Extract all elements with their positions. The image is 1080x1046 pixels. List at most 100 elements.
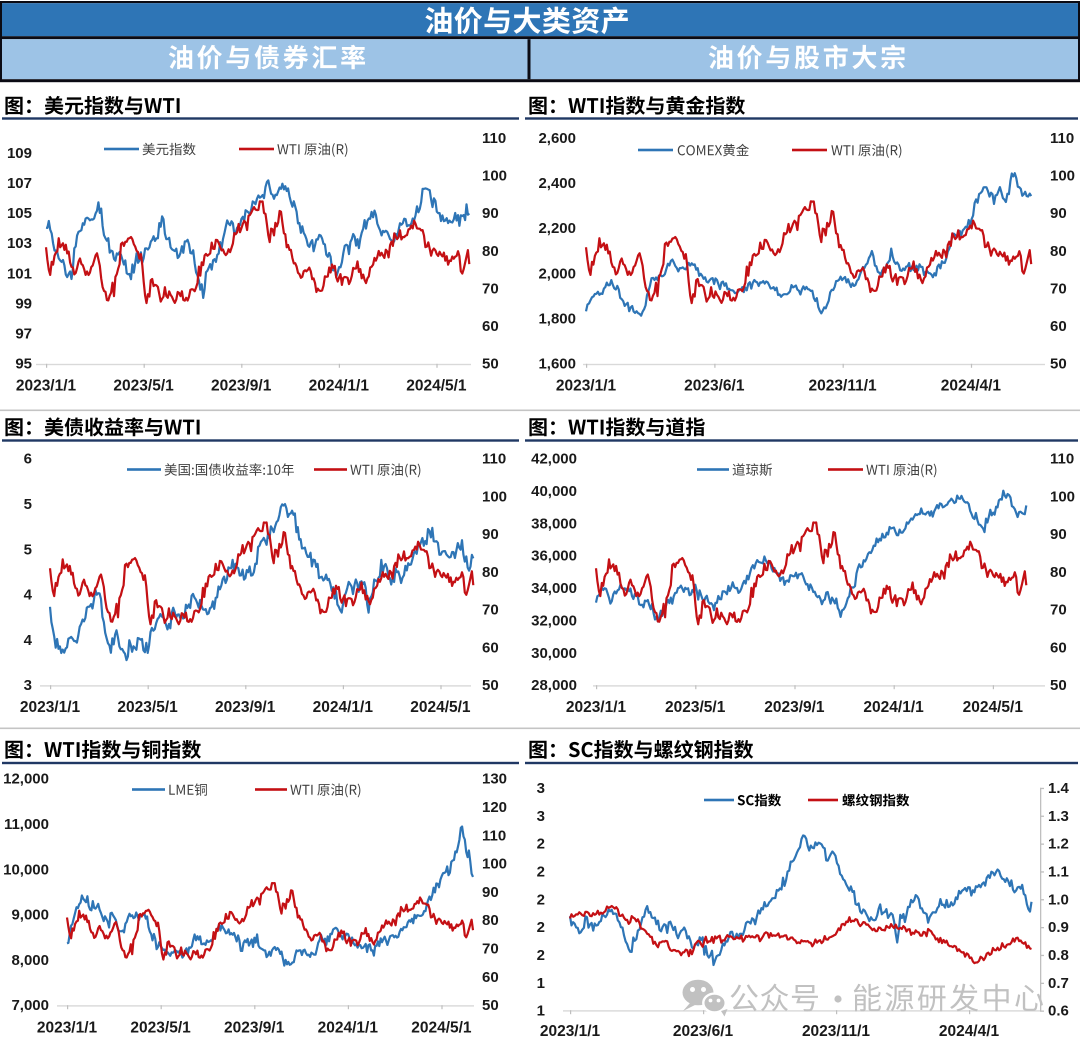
svg-text:1: 1 [537,975,545,992]
svg-text:1.0: 1.0 [1048,891,1069,908]
svg-text:50: 50 [482,356,499,373]
svg-text:2024/1/1: 2024/1/1 [863,699,924,716]
svg-text:2: 2 [537,836,545,853]
svg-text:4: 4 [24,632,33,649]
svg-text:90: 90 [1050,205,1067,222]
svg-text:6: 6 [24,451,32,468]
svg-text:2023/9/1: 2023/9/1 [215,699,276,716]
svg-text:100: 100 [482,167,507,184]
svg-text:80: 80 [1050,564,1067,581]
svg-text:2: 2 [537,864,545,881]
svg-text:90: 90 [1050,526,1067,543]
svg-text:1,800: 1,800 [538,311,576,328]
svg-text:109: 109 [7,145,32,162]
svg-text:2024/5/1: 2024/5/1 [411,1020,472,1037]
svg-text:100: 100 [1050,488,1075,505]
svg-text:0.8: 0.8 [1048,947,1069,964]
svg-text:110: 110 [482,451,506,468]
svg-text:2023/9/1: 2023/9/1 [764,699,825,716]
svg-text:2023/11/1: 2023/11/1 [809,378,877,395]
svg-text:38,000: 38,000 [531,515,577,532]
svg-text:2024/1/1: 2024/1/1 [309,378,370,395]
svg-text:1.4: 1.4 [1048,780,1070,797]
svg-text:2023/5/1: 2023/5/1 [665,699,726,716]
svg-text:2023/1/1: 2023/1/1 [556,378,617,395]
svg-text:107: 107 [7,175,32,192]
svg-text:0.9: 0.9 [1048,919,1069,936]
svg-text:95: 95 [15,356,32,373]
svg-text:60: 60 [482,639,499,656]
svg-text:40,000: 40,000 [531,483,577,500]
svg-text:2023/11/1: 2023/11/1 [802,1023,870,1040]
svg-text:1.3: 1.3 [1048,808,1069,825]
svg-text:70: 70 [482,602,499,619]
svg-text:1: 1 [537,1003,545,1020]
svg-text:1,600: 1,600 [538,356,576,373]
svg-text:60: 60 [482,318,499,335]
svg-text:2024/5/1: 2024/5/1 [410,699,471,716]
svg-text:2024/4/1: 2024/4/1 [941,378,1002,395]
svg-text:2: 2 [537,947,545,964]
svg-text:110: 110 [1050,451,1074,468]
svg-text:60: 60 [482,969,499,986]
svg-text:120: 120 [482,799,507,816]
svg-text:34,000: 34,000 [531,580,577,597]
svg-text:103: 103 [7,235,32,252]
svg-text:2024/5/1: 2024/5/1 [406,378,467,395]
svg-text:32,000: 32,000 [531,612,577,629]
svg-text:2: 2 [537,891,545,908]
svg-text:1.1: 1.1 [1048,864,1069,881]
svg-text:2023/9/1: 2023/9/1 [211,378,272,395]
svg-text:2,000: 2,000 [538,265,576,282]
svg-text:50: 50 [1050,356,1067,373]
svg-text:2024/1/1: 2024/1/1 [318,1020,379,1037]
svg-text:60: 60 [1050,318,1067,335]
svg-text:2,200: 2,200 [538,220,576,237]
svg-text:50: 50 [1050,677,1067,694]
svg-text:10,000: 10,000 [3,861,49,878]
svg-text:2023/9/1: 2023/9/1 [224,1020,285,1037]
svg-text:130: 130 [482,771,507,788]
svg-text:90: 90 [482,205,499,222]
svg-text:100: 100 [1050,167,1075,184]
svg-text:70: 70 [482,280,499,297]
svg-text:80: 80 [482,243,499,260]
svg-text:110: 110 [482,827,506,844]
svg-text:2023/1/1: 2023/1/1 [20,699,81,716]
svg-text:101: 101 [7,265,32,282]
svg-text:2,600: 2,600 [538,130,576,147]
svg-text:2024/1/1: 2024/1/1 [313,699,374,716]
svg-text:0.6: 0.6 [1048,1003,1069,1020]
svg-text:2024/5/1: 2024/5/1 [963,699,1024,716]
svg-text:80: 80 [1050,243,1067,260]
svg-text:8,000: 8,000 [11,952,49,969]
svg-text:110: 110 [1050,130,1074,147]
svg-text:110: 110 [482,130,506,147]
svg-text:2,400: 2,400 [538,175,576,192]
svg-text:90: 90 [482,526,499,543]
svg-text:80: 80 [482,912,499,929]
svg-text:5: 5 [24,541,32,558]
svg-text:3: 3 [537,808,545,825]
svg-text:28,000: 28,000 [531,677,577,694]
svg-text:36,000: 36,000 [531,548,577,565]
svg-text:97: 97 [15,326,32,343]
svg-text:2024/4/1: 2024/4/1 [939,1023,1000,1040]
svg-text:2023/1/1: 2023/1/1 [37,1020,98,1037]
svg-text:50: 50 [482,997,499,1014]
svg-text:11,000: 11,000 [4,816,49,833]
svg-text:9,000: 9,000 [11,907,49,924]
svg-text:70: 70 [482,941,499,958]
svg-text:4: 4 [24,587,33,604]
svg-text:105: 105 [7,205,32,222]
svg-text:3: 3 [24,677,32,694]
svg-text:99: 99 [15,296,32,313]
svg-text:1.2: 1.2 [1048,836,1069,853]
svg-text:80: 80 [482,564,499,581]
svg-text:100: 100 [482,856,507,873]
svg-text:5: 5 [24,496,32,513]
svg-text:2023/6/1: 2023/6/1 [673,1023,734,1040]
svg-text:2023/1/1: 2023/1/1 [566,699,627,716]
svg-text:2023/1/1: 2023/1/1 [16,378,77,395]
svg-text:3: 3 [537,780,545,797]
